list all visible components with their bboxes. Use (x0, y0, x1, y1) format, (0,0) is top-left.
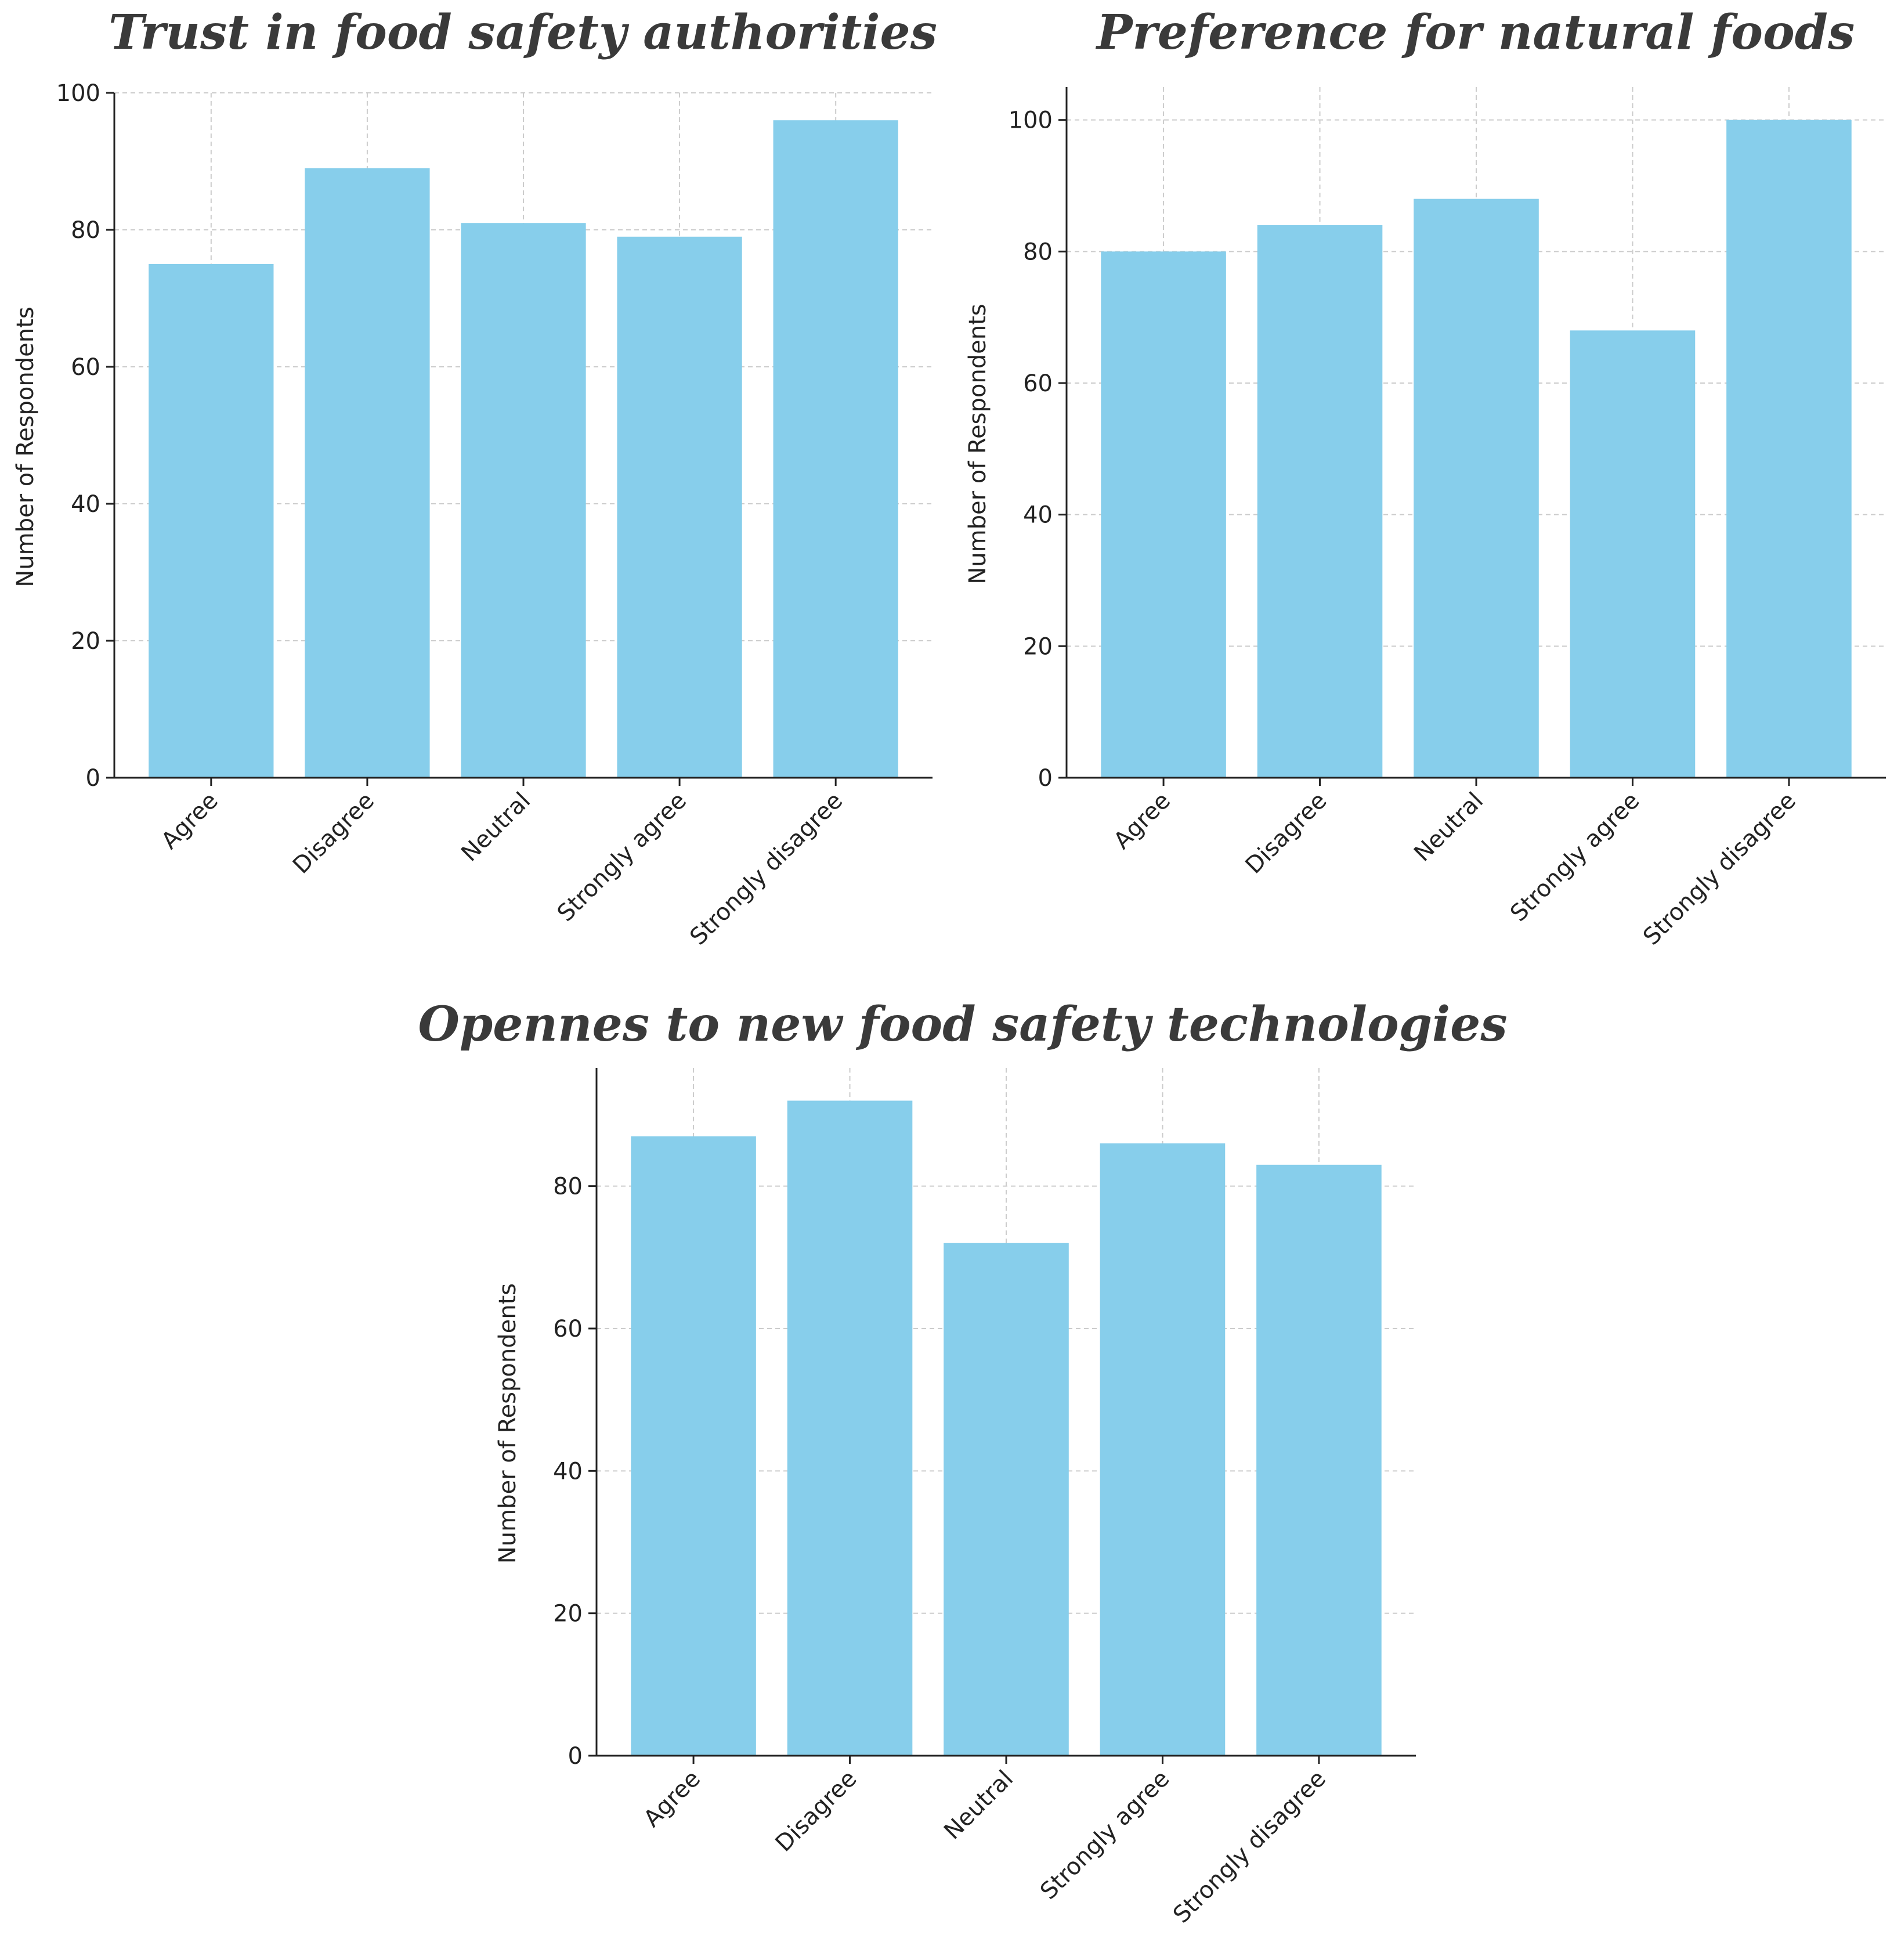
x-tick-label: Disagree (1241, 788, 1332, 879)
y-tick-label: 20 (71, 628, 100, 655)
y-tick-label: 40 (553, 1458, 583, 1485)
y-tick-label: 100 (1009, 107, 1053, 134)
x-tick-label: Strongly agree (1035, 1766, 1174, 1905)
x-tick-label: Neutral (456, 788, 536, 867)
bar-strongly-disagree (1726, 120, 1852, 778)
x-tick-label: Agree (156, 788, 223, 855)
y-axis-label: Number of Respondents (964, 304, 991, 584)
bar-neutral (944, 1243, 1069, 1756)
x-tick-label: Agree (1108, 788, 1176, 855)
y-tick-label: 0 (86, 765, 100, 792)
bar-disagree (1257, 225, 1383, 778)
bar-neutral (1414, 198, 1539, 778)
y-axis-label: Number of Respondents (494, 1283, 521, 1564)
chart-trust-in-food-safety-authorities: Trust in food safety authorities 0 20 40 60 8… (12, 5, 937, 951)
chart-opennes-to-new-food-safety-technologies: Opennes to new food safety technologies 0… (418, 997, 1507, 1929)
y-tick-label: 20 (1023, 633, 1053, 660)
chart-title: Preference for natural foods (1096, 5, 1855, 60)
bar-agree (1101, 251, 1226, 778)
chart-preference-for-natural-foods: Preference for natural foods 0 20 40 60 80 100… (964, 5, 1886, 951)
x-tick-label: Strongly disagree (685, 788, 848, 951)
y-tick-label: 20 (553, 1601, 583, 1627)
chart-title: Opennes to new food safety technologies (418, 997, 1507, 1052)
y-tick-label: 80 (71, 217, 100, 244)
y-tick-label: 60 (553, 1316, 583, 1342)
x-tick-label: Neutral (1409, 788, 1488, 867)
bar-strongly-agree (1100, 1143, 1226, 1756)
bar-strongly-agree (617, 236, 742, 778)
y-axis-label: Number of Respondents (12, 306, 39, 587)
x-tick-label: Disagree (288, 788, 380, 879)
bar-agree (149, 264, 274, 778)
y-tick-label: 0 (1038, 765, 1053, 792)
y-tick-label: 80 (1023, 239, 1053, 265)
y-tick-label: 40 (1023, 502, 1053, 529)
y-tick-label: 40 (71, 491, 100, 518)
x-tick-label: Agree (638, 1766, 706, 1833)
bar-disagree (787, 1100, 913, 1756)
bar-strongly-disagree (773, 120, 898, 778)
x-tick-label: Strongly disagree (1168, 1766, 1331, 1929)
x-tick-label: Strongly agree (552, 788, 692, 927)
y-tick-label: 60 (1023, 370, 1053, 397)
x-tick-label: Strongly agree (1505, 788, 1645, 927)
bar-agree (631, 1136, 756, 1756)
bar-disagree (305, 168, 430, 778)
y-tick-label: 80 (553, 1174, 583, 1200)
y-tick-label: 100 (56, 80, 100, 107)
y-tick-label: 60 (71, 354, 100, 381)
x-tick-label: Strongly disagree (1638, 788, 1801, 951)
bar-neutral (461, 223, 586, 778)
x-tick-label: Neutral (939, 1766, 1018, 1845)
x-tick-label: Disagree (771, 1766, 862, 1857)
bar-strongly-agree (1570, 330, 1696, 778)
chart-title: Trust in food safety authorities (109, 5, 937, 60)
bar-strongly-disagree (1256, 1164, 1382, 1756)
y-tick-label: 0 (568, 1743, 583, 1770)
